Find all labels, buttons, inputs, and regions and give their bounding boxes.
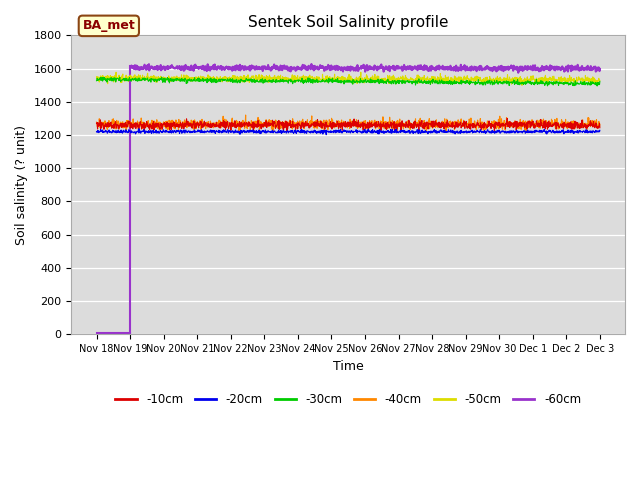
Legend: -10cm, -20cm, -30cm, -40cm, -50cm, -60cm: -10cm, -20cm, -30cm, -40cm, -50cm, -60cm [111, 388, 586, 410]
Y-axis label: Soil salinity (? unit): Soil salinity (? unit) [15, 125, 28, 245]
Title: Sentek Soil Salinity profile: Sentek Soil Salinity profile [248, 15, 449, 30]
X-axis label: Time: Time [333, 360, 364, 372]
Text: BA_met: BA_met [83, 19, 135, 32]
